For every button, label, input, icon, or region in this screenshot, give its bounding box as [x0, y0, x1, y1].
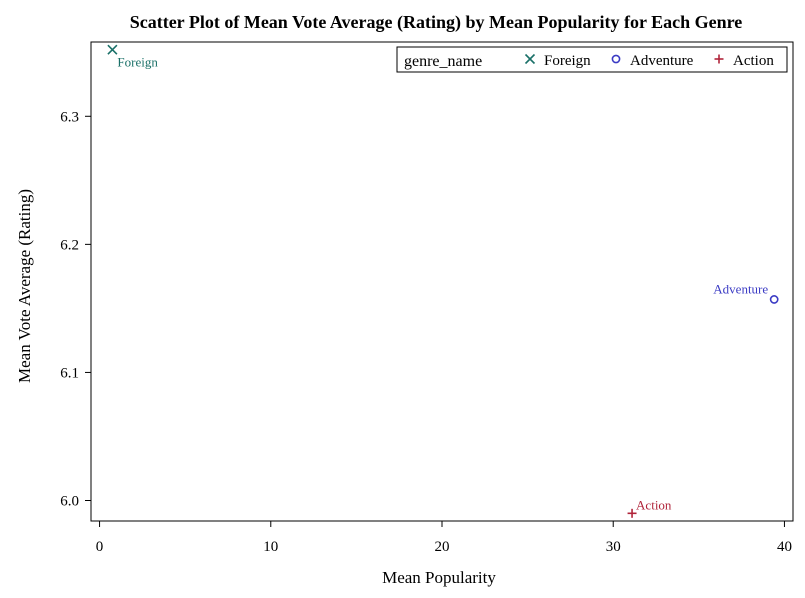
- legend-title: genre_name: [404, 53, 482, 70]
- x-tick-label: 40: [777, 539, 792, 555]
- data-point-action: [627, 508, 637, 518]
- legend-marker-foreign: [524, 53, 536, 65]
- plot-frame: [90, 41, 794, 522]
- y-tick-label: 6.2: [60, 237, 79, 253]
- x-tick-label: 30: [606, 539, 621, 555]
- x-axis-label: Mean Popularity: [382, 568, 496, 587]
- x-tick-label: 0: [96, 539, 104, 555]
- legend: genre_name Foreign Adventure Action: [396, 46, 788, 73]
- y-axis-ticks: 6.0 6.1 6.2 6.3: [60, 109, 91, 510]
- data-points: Foreign Adventure Action: [107, 44, 779, 518]
- legend-marker-action: [714, 54, 724, 64]
- chart-title: Scatter Plot of Mean Vote Average (Ratin…: [130, 12, 743, 33]
- legend-entry-action: Action: [733, 53, 774, 69]
- x-tick-label: 20: [435, 539, 450, 555]
- legend-entry-adventure: Adventure: [630, 53, 694, 69]
- legend-entry-foreign: Foreign: [544, 53, 591, 69]
- y-tick-label: 6.0: [60, 494, 79, 510]
- y-axis-label: Mean Vote Average (Rating): [15, 189, 34, 383]
- y-tick-label: 6.1: [60, 365, 79, 381]
- legend-marker-adventure: [611, 54, 621, 64]
- point-label-foreign: Foreign: [117, 55, 158, 70]
- point-label-action: Action: [636, 497, 672, 512]
- data-point-adventure: [769, 295, 779, 304]
- y-tick-label: 6.3: [60, 109, 79, 125]
- point-label-adventure: Adventure: [713, 281, 768, 296]
- x-tick-label: 10: [263, 539, 278, 555]
- data-point-foreign: [107, 44, 118, 55]
- x-axis-ticks: 0 10 20 30 40: [96, 521, 792, 555]
